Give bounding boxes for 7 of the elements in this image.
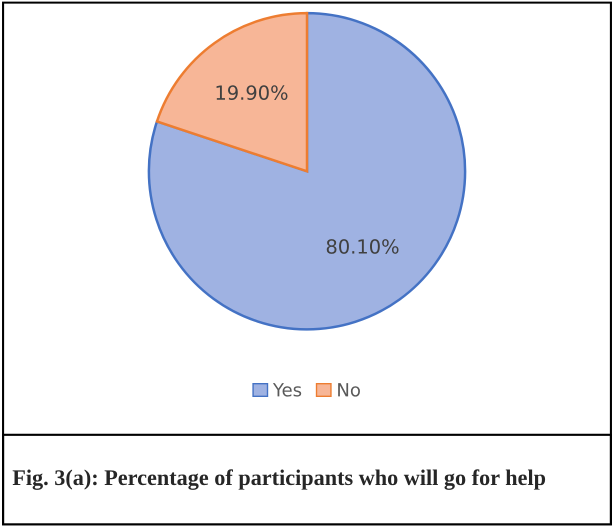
legend-label: No — [338, 383, 360, 397]
pie-slice — [156, 12, 308, 173]
pie-slice — [148, 12, 466, 331]
text: Fig. 3(a): Percentage of participants who will go for help — [12, 469, 546, 490]
data-label: 80.10% — [326, 239, 399, 254]
data-label: 19.90% — [216, 85, 288, 100]
legend-label: Yes — [272, 383, 302, 397]
